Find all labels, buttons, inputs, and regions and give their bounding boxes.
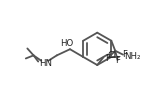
Text: F: F — [115, 56, 120, 65]
Text: F: F — [105, 54, 110, 63]
Text: F: F — [122, 50, 127, 59]
Text: NH₂: NH₂ — [124, 52, 140, 61]
Text: HN: HN — [39, 59, 52, 68]
Text: HO: HO — [60, 39, 73, 48]
Text: Cl: Cl — [107, 50, 116, 59]
